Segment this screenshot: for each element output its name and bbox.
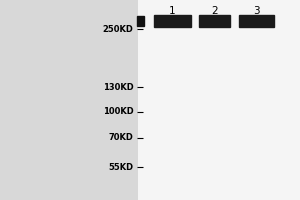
- Text: 55KD: 55KD: [108, 162, 134, 171]
- Text: 2: 2: [211, 6, 218, 16]
- Text: 100KD: 100KD: [103, 108, 134, 116]
- Bar: [138, 0, 300, 200]
- Text: 130KD: 130KD: [103, 83, 134, 92]
- Bar: [199, 16, 230, 26]
- Bar: [239, 16, 274, 26]
- Text: 70KD: 70KD: [109, 134, 134, 142]
- Text: 3: 3: [253, 6, 260, 16]
- Text: 250KD: 250KD: [103, 24, 134, 33]
- Bar: [136, 16, 144, 26]
- Bar: [154, 16, 191, 26]
- Text: 1: 1: [169, 6, 176, 16]
